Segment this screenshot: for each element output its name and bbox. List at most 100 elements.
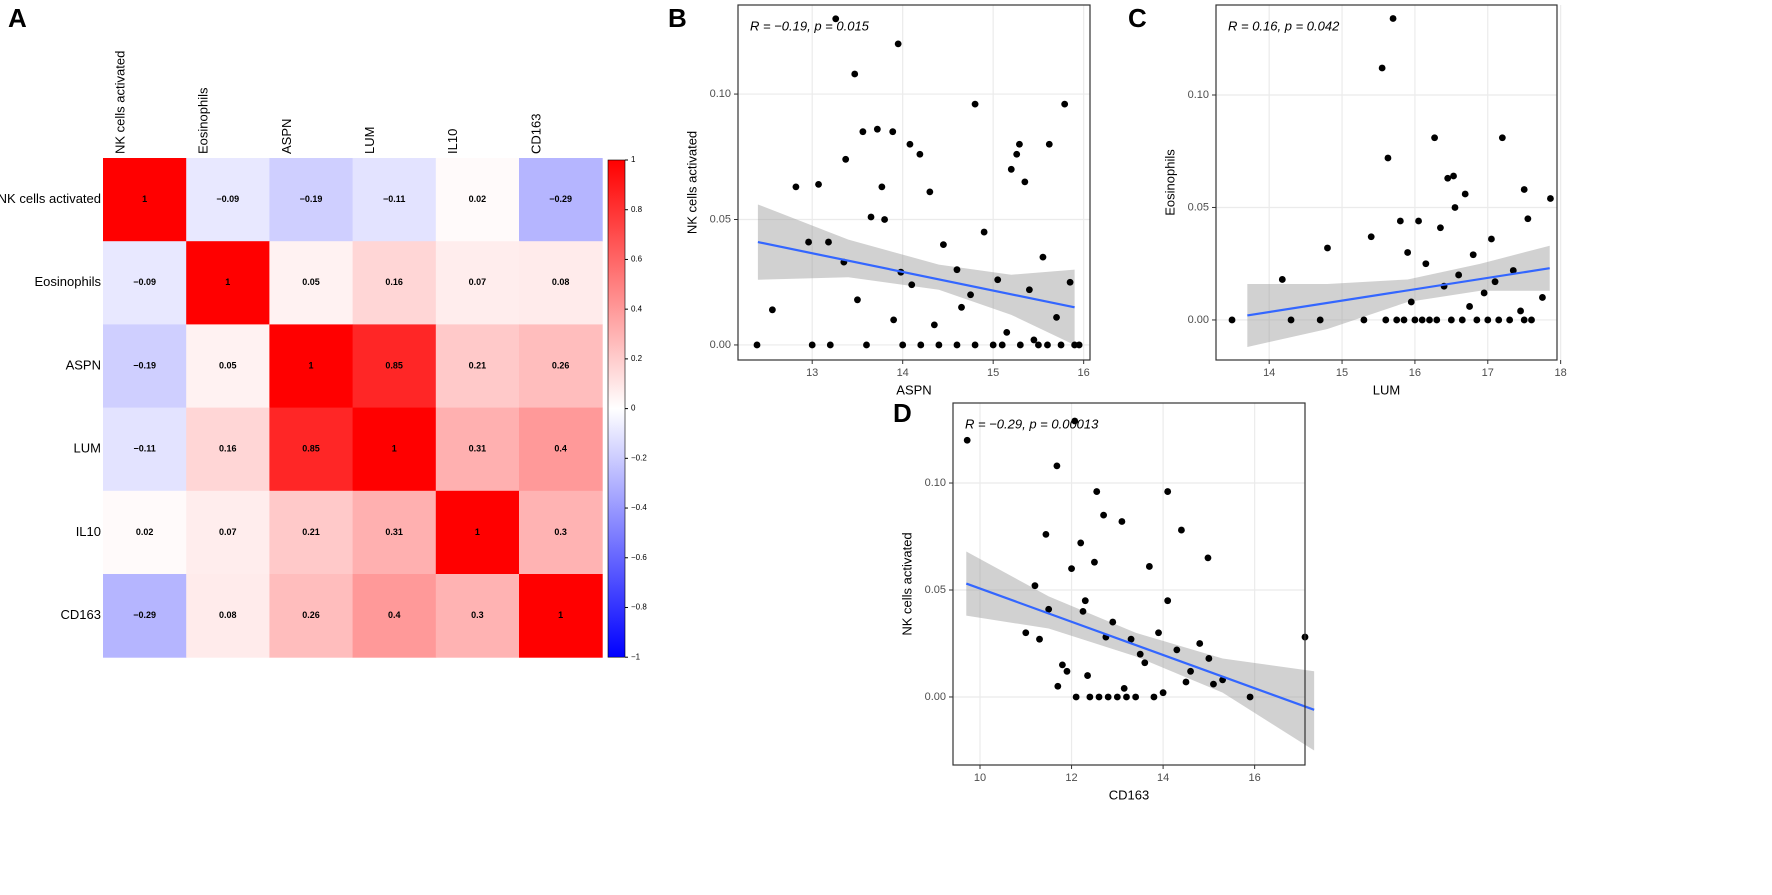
- point: [1437, 224, 1444, 232]
- point: [935, 341, 943, 349]
- heatmap-cell: [103, 490, 187, 575]
- point: [953, 341, 961, 349]
- column-label: CD163: [528, 114, 543, 154]
- point: [1418, 316, 1426, 324]
- point: [1164, 488, 1172, 495]
- x-axis-title: LUM: [1373, 382, 1400, 397]
- cell-label: 0.07: [469, 277, 487, 287]
- plot-border: [952, 402, 1306, 766]
- x-tick-label: 12: [1065, 772, 1077, 784]
- point: [867, 213, 875, 221]
- point: [1393, 316, 1401, 324]
- point: [1031, 582, 1039, 590]
- point: [1455, 271, 1463, 279]
- x-tick-label: 16: [1409, 367, 1421, 379]
- plot-panel: [738, 5, 1090, 360]
- y-axis-title: NK cells activated: [684, 131, 699, 234]
- cell-label: 0.31: [469, 444, 487, 454]
- point: [1404, 249, 1412, 256]
- point: [1016, 341, 1024, 349]
- point: [1447, 316, 1455, 324]
- cell-label: 0.3: [554, 527, 567, 537]
- y-tick-label: 0.00: [925, 691, 946, 703]
- y-tick-label: 0.10: [1188, 89, 1209, 101]
- point: [1120, 685, 1128, 692]
- colorbar-tick-label: 0.6: [631, 255, 643, 264]
- point: [1433, 316, 1441, 324]
- plot-panel: [1216, 5, 1557, 360]
- point: [1450, 172, 1457, 180]
- point: [1422, 260, 1430, 268]
- row-label: CD163: [61, 607, 101, 622]
- point: [971, 100, 979, 108]
- heatmap-cell: [352, 407, 437, 492]
- point: [963, 436, 971, 444]
- cell-label: 0.08: [219, 610, 237, 620]
- point: [1123, 693, 1130, 701]
- cell-label: 0.4: [388, 610, 401, 620]
- point: [1210, 680, 1217, 688]
- point: [1384, 154, 1392, 162]
- point: [1035, 341, 1042, 349]
- heatmap-cell: [269, 490, 354, 575]
- x-tick-label: 18: [1555, 367, 1567, 379]
- point: [1407, 298, 1415, 306]
- point: [1382, 316, 1390, 324]
- point: [1053, 462, 1061, 470]
- point: [1022, 629, 1030, 637]
- point: [1075, 341, 1083, 349]
- point: [1159, 689, 1167, 697]
- point: [1100, 511, 1107, 519]
- point: [1016, 140, 1023, 148]
- point: [1178, 526, 1185, 534]
- cell-label: 0.02: [469, 194, 487, 204]
- heatmap-cell: [103, 324, 187, 409]
- point: [1484, 316, 1492, 324]
- x-tick-label: 13: [806, 367, 818, 379]
- point: [1141, 659, 1149, 667]
- plot-border: [737, 4, 1091, 361]
- panel-label: B: [668, 3, 687, 33]
- point: [1488, 235, 1495, 243]
- point: [1071, 417, 1079, 425]
- point: [859, 128, 867, 136]
- regression-line: [1247, 267, 1550, 317]
- point: [1007, 165, 1015, 173]
- point: [1509, 267, 1517, 274]
- heatmap-cell: [352, 490, 437, 575]
- plot-border: [1215, 4, 1558, 361]
- x-tick-label: 15: [1336, 367, 1348, 379]
- column-label: ASPN: [279, 119, 294, 154]
- point: [1389, 15, 1397, 22]
- point: [1113, 693, 1121, 701]
- point: [1396, 217, 1404, 225]
- cell-label: 0.26: [552, 360, 570, 370]
- cell-label: 0.85: [385, 360, 403, 370]
- point: [1044, 341, 1051, 349]
- colorbar-tick-label: 0.8: [631, 205, 643, 214]
- cell-label: −0.29: [133, 610, 156, 620]
- colorbar-tick-label: −1: [631, 652, 641, 661]
- point: [1118, 518, 1126, 525]
- heatmap-cell: [435, 241, 520, 325]
- heatmap-cell: [435, 574, 520, 658]
- row-label: Eosinophils: [35, 274, 102, 289]
- panel-label: A: [8, 3, 27, 33]
- heatmap-cell: [103, 407, 187, 492]
- colorbar-tick-label: 1: [631, 155, 636, 164]
- heatmap-cell: [435, 490, 520, 575]
- cell-label: 0.85: [302, 444, 320, 454]
- cell-label: −0.19: [133, 360, 156, 370]
- y-axis-title: NK cells activated: [899, 532, 914, 635]
- y-axis-title: Eosinophils: [1162, 149, 1177, 216]
- regression-line: [757, 241, 1075, 309]
- heatmap-cell: [186, 407, 270, 492]
- x-tick-label: 14: [897, 367, 909, 379]
- cell-label: −0.11: [133, 444, 155, 454]
- point: [1164, 597, 1172, 605]
- heatmap-cell: [519, 158, 603, 242]
- point: [1316, 316, 1324, 324]
- point: [1469, 251, 1477, 259]
- cell-label: 0.26: [302, 610, 320, 620]
